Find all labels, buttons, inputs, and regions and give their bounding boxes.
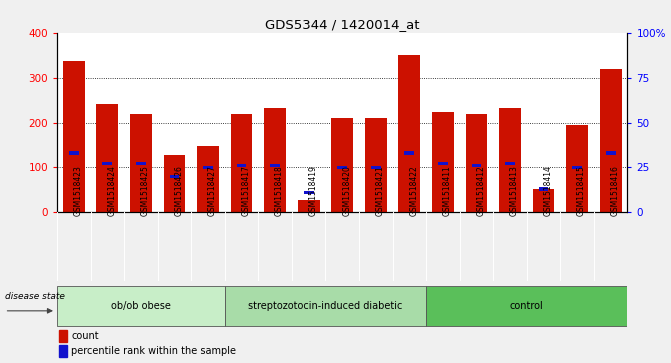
Bar [472, 164, 481, 167]
Bar [59, 330, 67, 342]
Bar [539, 187, 548, 191]
Text: GSM1518423: GSM1518423 [74, 165, 83, 216]
Title: GDS5344 / 1420014_at: GDS5344 / 1420014_at [265, 19, 419, 32]
Text: percentile rank within the sample: percentile rank within the sample [71, 346, 236, 356]
Text: ob/ob obese: ob/ob obese [111, 301, 171, 311]
Text: GSM1518415: GSM1518415 [577, 165, 586, 216]
Text: GSM1518412: GSM1518412 [476, 165, 485, 216]
FancyBboxPatch shape [426, 286, 627, 326]
Text: control: control [510, 301, 544, 311]
Bar [432, 112, 454, 212]
Text: GSM1518417: GSM1518417 [242, 165, 250, 216]
Bar [130, 114, 152, 212]
Bar [466, 114, 487, 212]
Text: GSM1518414: GSM1518414 [544, 165, 552, 216]
Text: GSM1518422: GSM1518422 [409, 165, 418, 216]
Bar [371, 166, 380, 169]
Bar [566, 125, 588, 212]
Bar [365, 118, 386, 212]
Text: GSM1518413: GSM1518413 [510, 165, 519, 216]
Text: GSM1518421: GSM1518421 [376, 165, 384, 216]
Bar [103, 162, 112, 166]
Text: GSM1518411: GSM1518411 [443, 165, 452, 216]
Bar [59, 345, 67, 358]
Text: streptozotocin-induced diabetic: streptozotocin-induced diabetic [248, 301, 403, 311]
Bar [399, 55, 420, 212]
Text: GSM1518427: GSM1518427 [208, 165, 217, 216]
Text: GSM1518425: GSM1518425 [141, 165, 150, 216]
Bar [438, 162, 448, 166]
Bar [499, 108, 521, 212]
Bar [600, 69, 621, 212]
FancyBboxPatch shape [57, 286, 225, 326]
Text: GSM1518416: GSM1518416 [611, 165, 619, 216]
Bar [505, 162, 515, 166]
Bar [69, 151, 79, 155]
Bar [331, 118, 353, 212]
Bar [97, 104, 118, 212]
Bar [606, 151, 615, 155]
Bar [572, 166, 582, 169]
Text: GSM1518426: GSM1518426 [174, 165, 183, 216]
Bar [264, 108, 286, 212]
Bar [270, 164, 280, 167]
Bar [197, 146, 219, 212]
Bar [237, 164, 246, 167]
Text: disease state: disease state [5, 292, 64, 301]
Bar [338, 166, 347, 169]
Text: GSM1518424: GSM1518424 [107, 165, 116, 216]
FancyBboxPatch shape [225, 286, 426, 326]
Bar [298, 200, 319, 212]
Bar [63, 61, 85, 212]
Bar [136, 162, 146, 166]
Bar [405, 151, 414, 155]
Bar [164, 155, 185, 212]
Text: GSM1518418: GSM1518418 [275, 165, 284, 216]
Text: GSM1518420: GSM1518420 [342, 165, 351, 216]
Text: count: count [71, 331, 99, 341]
Text: GSM1518419: GSM1518419 [309, 165, 317, 216]
Bar [533, 189, 554, 212]
Bar [170, 175, 179, 178]
Bar [304, 191, 313, 194]
Bar [231, 114, 252, 212]
Bar [203, 166, 213, 169]
